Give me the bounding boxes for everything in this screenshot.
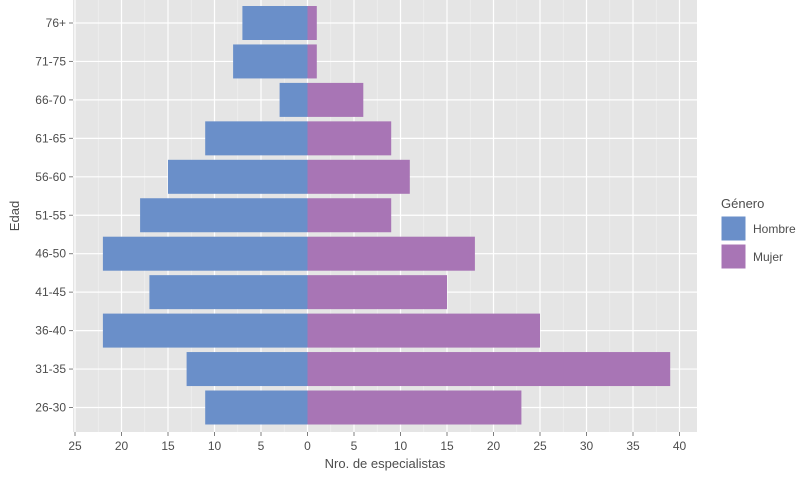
bar-mujer-26-30 [307,390,522,425]
bar-hombre-76+ [242,6,308,40]
bar-hombre-36-40 [102,313,308,348]
legend-label-mujer: Mujer [753,250,783,264]
bar-mujer-31-35 [307,352,671,387]
x-tick-label: 15 [161,439,175,453]
y-tick-label: 41-45 [35,285,66,299]
x-axis-title: Nro. de especialistas [325,456,446,471]
legend-label-hombre: Hombre [753,222,796,236]
y-tick-label: 31-35 [35,362,66,376]
bar-mujer-66-70 [307,82,364,117]
x-tick-label: 25 [533,439,547,453]
x-tick-label: 20 [115,439,129,453]
y-tick-label: 56-60 [35,170,66,184]
x-tick-label: 10 [208,439,222,453]
y-tick-label: 61-65 [35,131,66,145]
bar-hombre-71-75 [233,44,308,79]
x-tick-label: 20 [487,439,501,453]
legend: Género Hombre Mujer [720,196,796,270]
bar-hombre-41-45 [149,275,308,310]
y-tick-label: 51-55 [35,208,66,222]
x-tick-label: 25 [68,439,82,453]
bar-hombre-61-65 [205,121,308,156]
bar-hombre-56-60 [168,159,308,194]
bar-mujer-51-55 [307,198,392,233]
bar-mujer-46-50 [307,236,475,271]
bars-layer [102,6,671,425]
y-axis: 26-30 31-35 36-40 41-45 46-50 51-55 56-60 61-65… [35,16,73,415]
x-tick-label: 10 [394,439,408,453]
bar-mujer-36-40 [307,313,540,348]
bar-mujer-41-45 [307,275,447,310]
bar-mujer-76+ [307,6,317,40]
y-tick-label: 76+ [46,16,66,30]
legend-key-hombre [720,215,747,242]
legend-title: Género [721,196,764,211]
bar-hombre-31-35 [186,352,308,387]
bar-hombre-46-50 [102,236,308,271]
y-tick-label: 66-70 [35,93,66,107]
x-tick-label: 30 [580,439,594,453]
x-axis: 25 20 15 10 5 0 5 10 15 20 25 30 35 40 [68,432,686,453]
legend-key-mujer [720,243,747,270]
y-tick-label: 26-30 [35,401,66,415]
bar-hombre-66-70 [279,82,308,117]
y-tick-label: 46-50 [35,247,66,261]
bar-mujer-61-65 [307,121,392,156]
bar-hombre-51-55 [140,198,308,233]
bar-mujer-56-60 [307,159,410,194]
y-axis-title: Edad [7,201,22,231]
y-tick-label: 71-75 [35,54,66,68]
x-tick-label: 5 [258,439,265,453]
bar-hombre-26-30 [205,390,308,425]
x-tick-label: 5 [351,439,358,453]
bar-mujer-71-75 [307,44,317,79]
x-tick-label: 0 [304,439,311,453]
x-tick-label: 15 [440,439,454,453]
x-tick-label: 40 [673,439,687,453]
y-tick-label: 36-40 [35,324,66,338]
x-tick-label: 35 [626,439,640,453]
